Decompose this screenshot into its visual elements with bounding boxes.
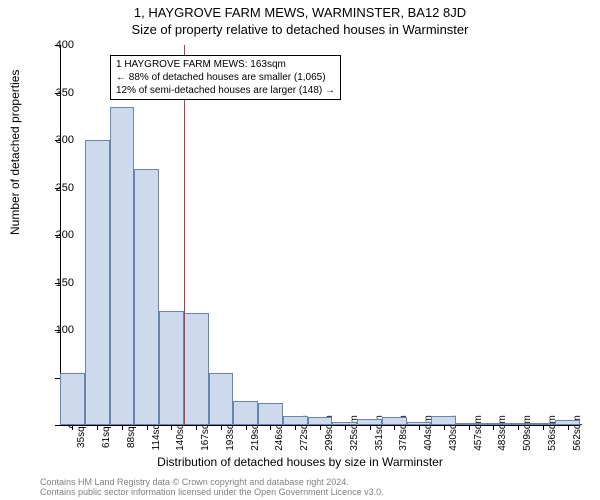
y-tick <box>55 283 60 284</box>
x-tick <box>295 425 296 430</box>
x-axis-label: Distribution of detached houses by size … <box>0 455 600 469</box>
x-tick <box>147 425 148 430</box>
x-tick <box>246 425 247 430</box>
x-tick <box>419 425 420 430</box>
histogram-bar <box>530 423 555 425</box>
x-tick <box>568 425 569 430</box>
x-tick <box>72 425 73 430</box>
annotation-box: 1 HAYGROVE FARM MEWS: 163sqm ← 88% of de… <box>110 55 341 100</box>
annotation-line1: 1 HAYGROVE FARM MEWS: 163sqm <box>116 58 335 71</box>
histogram-bar <box>134 169 159 426</box>
histogram-bar <box>555 420 580 425</box>
chart-subtitle: Size of property relative to detached ho… <box>0 22 600 37</box>
histogram-bar <box>506 423 531 425</box>
y-tick <box>55 140 60 141</box>
x-tick-label: 483sqm <box>497 415 508 451</box>
x-tick <box>493 425 494 430</box>
y-tick <box>55 93 60 94</box>
histogram-bar <box>159 311 184 425</box>
histogram-bar <box>357 419 382 425</box>
y-axis-label: Number of detached properties <box>8 70 22 235</box>
histogram-bar <box>110 107 135 425</box>
x-tick <box>345 425 346 430</box>
x-tick <box>221 425 222 430</box>
histogram-bar <box>283 416 308 426</box>
histogram-bar <box>308 417 333 425</box>
chart-container: 1, HAYGROVE FARM MEWS, WARMINSTER, BA12 … <box>0 0 600 500</box>
histogram-bar <box>209 373 234 425</box>
reference-line <box>184 45 185 425</box>
annotation-line3: 12% of semi-detached houses are larger (… <box>116 84 335 97</box>
y-tick <box>55 425 60 426</box>
histogram-bar <box>258 403 283 425</box>
histogram-bar <box>481 423 506 425</box>
histogram-bar <box>407 422 432 425</box>
histogram-bar <box>233 401 258 425</box>
x-tick <box>171 425 172 430</box>
histogram-bar <box>456 423 481 425</box>
annotation-line2: ← 88% of detached houses are smaller (1,… <box>116 71 335 84</box>
x-tick <box>370 425 371 430</box>
x-tick <box>543 425 544 430</box>
x-tick <box>469 425 470 430</box>
chart-title: 1, HAYGROVE FARM MEWS, WARMINSTER, BA12 … <box>0 5 600 20</box>
y-tick <box>55 330 60 331</box>
histogram-bar <box>60 373 85 425</box>
y-tick <box>55 45 60 46</box>
x-tick <box>97 425 98 430</box>
footer-attribution: Contains HM Land Registry data © Crown c… <box>40 478 590 498</box>
y-tick <box>55 188 60 189</box>
footer-line2: Contains public sector information licen… <box>40 488 590 498</box>
histogram-bar <box>382 417 407 425</box>
x-tick-label: 457sqm <box>473 415 484 451</box>
x-tick <box>196 425 197 430</box>
histogram-bar <box>184 313 209 425</box>
histogram-bar <box>431 416 456 426</box>
x-tick <box>518 425 519 430</box>
x-tick-label: 509sqm <box>522 415 533 451</box>
x-tick <box>394 425 395 430</box>
histogram-bar <box>332 422 357 425</box>
y-tick <box>55 235 60 236</box>
x-tick <box>320 425 321 430</box>
x-tick <box>270 425 271 430</box>
histogram-bar <box>85 140 110 425</box>
x-tick <box>444 425 445 430</box>
x-tick <box>122 425 123 430</box>
